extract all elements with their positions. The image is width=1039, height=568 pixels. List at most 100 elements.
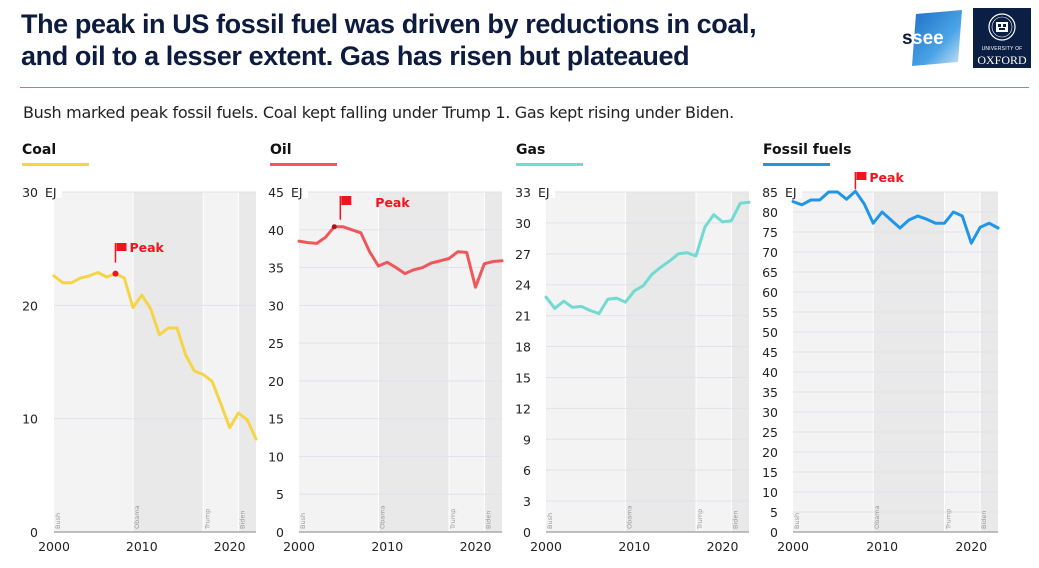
y-tick-label: 45 — [762, 345, 778, 360]
oxford-logo-big-text: OXFORD — [977, 53, 1027, 67]
admin-band-biden — [980, 192, 998, 532]
unit-label-bg — [782, 182, 802, 198]
admin-label-biden: Biden — [484, 510, 492, 529]
y-tick-label: 33 — [515, 185, 531, 200]
unit-label: EJ — [538, 185, 550, 200]
panel-oil: Oil 0 5 10 15 20 25 30 35 40 45 EJ Bush Obama Trump Bid… — [268, 142, 504, 554]
admin-band-bush — [299, 192, 379, 532]
panel-title-underline — [763, 163, 830, 166]
panel-title-underline — [22, 163, 89, 166]
y-tick-label: 21 — [515, 309, 531, 324]
panel-title: Gas — [516, 142, 545, 158]
admin-label-obama: Obama — [133, 505, 141, 529]
y-tick-label: 18 — [515, 340, 531, 355]
unit-label: EJ — [291, 185, 303, 200]
unit-label: EJ — [45, 185, 57, 200]
x-tick-label: 2020 — [707, 539, 739, 554]
unit-label-bg — [42, 182, 62, 198]
peak-label: Peak — [869, 170, 904, 185]
y-tick-label: 35 — [268, 261, 284, 276]
y-tick-label: 12 — [515, 401, 531, 416]
admin-band-biden — [484, 192, 502, 532]
y-tick-label: 80 — [762, 205, 778, 220]
x-tick-label: 2020 — [460, 539, 492, 554]
admin-band-trump — [944, 192, 981, 532]
chart-subtitle: Bush marked peak fossil fuels. Coal kept… — [23, 103, 734, 122]
unit-label-bg — [535, 182, 555, 198]
ssee-logo-text: see — [912, 28, 944, 49]
admin-band-obama — [873, 192, 945, 532]
admin-label-obama: Obama — [873, 505, 881, 529]
peak-flag-icon — [341, 196, 352, 205]
y-tick-label: 70 — [762, 245, 778, 260]
x-tick-label: 2000 — [38, 539, 70, 554]
peak-marker — [331, 224, 337, 230]
y-tick-label: 0 — [276, 525, 284, 540]
y-tick-label: 20 — [22, 298, 38, 313]
admin-label-obama: Obama — [378, 505, 386, 529]
oxford-crest-icon — [988, 13, 1016, 41]
y-tick-label: 10 — [762, 485, 778, 500]
y-tick-label: 85 — [762, 185, 778, 200]
admin-label-trump: Trump — [449, 509, 457, 530]
y-tick-label: 20 — [762, 445, 778, 460]
admin-band-bush — [546, 192, 626, 532]
y-tick-label: 35 — [762, 385, 778, 400]
y-tick-label: 5 — [276, 487, 284, 502]
y-tick-label: 25 — [762, 425, 778, 440]
y-tick-label: 27 — [515, 247, 531, 262]
y-tick-label: 15 — [515, 370, 531, 385]
y-tick-label: 6 — [523, 463, 531, 478]
y-tick-label: 0 — [770, 525, 778, 540]
series-line-gas — [544, 200, 751, 316]
peak-flag-icon — [116, 243, 127, 251]
y-tick-label: 3 — [523, 494, 531, 509]
admin-band-biden — [731, 192, 749, 532]
admin-label-trump: Trump — [696, 509, 704, 530]
x-tick-label: 2000 — [777, 539, 809, 554]
x-tick-label: 2010 — [618, 539, 650, 554]
y-tick-label: 50 — [762, 325, 778, 340]
panel-title-underline — [516, 163, 583, 166]
admin-label-bush: Bush — [299, 513, 307, 529]
admin-band-biden — [238, 192, 256, 532]
panel-title: Coal — [22, 142, 56, 158]
admin-band-trump — [449, 192, 485, 532]
ssee-logo: s see — [902, 10, 962, 66]
admin-band-obama — [378, 192, 450, 532]
y-tick-label: 55 — [762, 305, 778, 320]
title-divider — [20, 87, 1029, 88]
y-tick-label: 45 — [268, 185, 284, 200]
x-tick-label: 2020 — [955, 539, 987, 554]
admin-band-trump — [696, 192, 732, 532]
y-tick-label: 25 — [268, 336, 284, 351]
peak-flag-icon — [856, 172, 867, 180]
oxford-logo-small-text: UNIVERSITY OF — [981, 46, 1023, 52]
y-tick-label: 30 — [22, 185, 38, 200]
y-tick-label: 60 — [762, 285, 778, 300]
series-line-fossil-fuels — [791, 189, 1000, 245]
y-tick-label: 30 — [268, 298, 284, 313]
title-line-1: The peak in US fossil fuel was driven by… — [21, 9, 757, 39]
panel-fossil-fuels: Fossil fuels 0 5 10 15 20 25 30 35 40 45 50 55 60 65 70… — [762, 142, 1000, 554]
admin-label-bush: Bush — [793, 513, 801, 529]
unit-label: EJ — [785, 185, 797, 200]
admin-label-trump: Trump — [945, 509, 953, 530]
x-tick-label: 2000 — [530, 539, 562, 554]
y-tick-label: 24 — [515, 278, 531, 293]
y-tick-label: 15 — [268, 412, 284, 427]
y-tick-label: 75 — [762, 225, 778, 240]
admin-label-biden: Biden — [980, 510, 988, 529]
oxford-logo: UNIVERSITY OF OXFORD — [973, 8, 1031, 68]
panel-title-underline — [270, 163, 337, 166]
x-tick-label: 2020 — [214, 539, 246, 554]
y-tick-label: 9 — [523, 432, 531, 447]
y-tick-label: 30 — [515, 216, 531, 231]
x-tick-label: 2010 — [866, 539, 898, 554]
panel-coal: Coal 0 10 20 30 EJ Bush Obama Trump Biden 2000 2010… — [22, 142, 258, 554]
y-tick-label: 0 — [523, 525, 531, 540]
x-tick-label: 2000 — [283, 539, 315, 554]
panel-gas: Gas 0 3 6 9 12 15 18 21 24 27 30 33 EJ Bush Obama Trump B… — [515, 142, 751, 554]
y-tick-label: 30 — [762, 405, 778, 420]
ssee-logo-square — [912, 10, 962, 66]
